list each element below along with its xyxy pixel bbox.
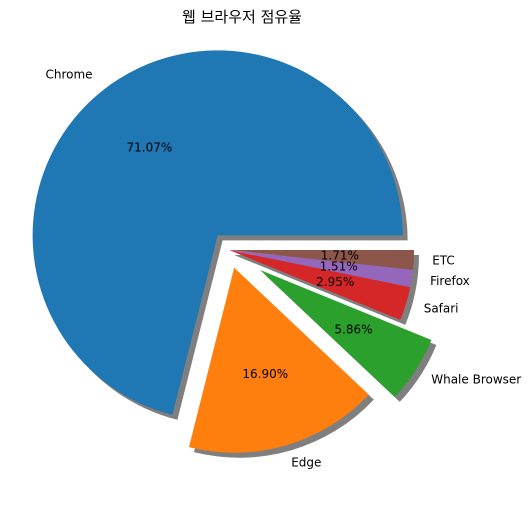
slice-percent-firefox: 1.51%: [320, 260, 358, 274]
slice-label-edge: Edge: [291, 456, 321, 470]
slice-label-chrome: Chrome: [45, 67, 92, 81]
slice-percent-whale-browser: 5.86%: [334, 323, 372, 337]
pie-slice-safari: [229, 250, 411, 320]
slice-label-whale-browser: Whale Browser: [431, 373, 521, 387]
pie-slice-firefox: [229, 250, 413, 288]
slice-layer: [32, 50, 432, 453]
slice-percent-chrome: 71.07%: [127, 140, 173, 154]
pie-slice-chrome: [32, 50, 403, 415]
pie-slice-whale-browser: [260, 270, 432, 397]
pie-slice-edge: [188, 267, 369, 453]
slice-percent-safari: 2.95%: [316, 275, 354, 289]
slice-label-safari: Safari: [424, 302, 459, 316]
label-layer: Chrome 71.07% Edge 16.90% Whale Browser 5.86%…: [45, 67, 521, 469]
slice-percent-edge: 16.90%: [242, 367, 288, 381]
slice-label-etc: ETC: [432, 253, 455, 267]
slice-percent-etc: 1.71%: [321, 248, 359, 262]
slice-label-firefox: Firefox: [430, 274, 470, 288]
chart-title: 웹 브라우저 점유율: [182, 8, 302, 26]
pie-slice-etc: [229, 250, 414, 270]
